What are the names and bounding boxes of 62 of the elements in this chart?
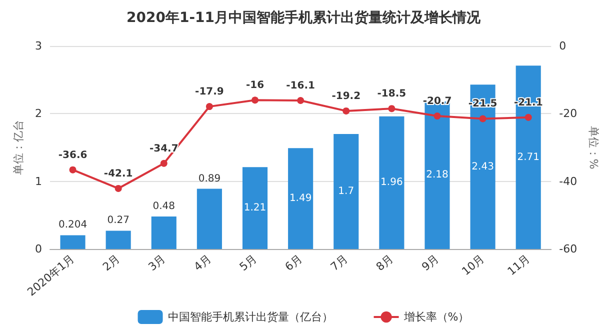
data-label: 1.49 xyxy=(289,193,312,204)
y-tick-label: 0 xyxy=(35,242,42,256)
x-tick-label: 6月 xyxy=(282,252,305,274)
y-axis-title: 单位：亿台 xyxy=(12,120,26,175)
legend-label: 增长率（%） xyxy=(402,310,470,324)
point xyxy=(160,160,168,167)
x-tick-label: 4月 xyxy=(191,252,214,274)
data-label: 1.7 xyxy=(338,186,354,197)
data-label: -19.2 xyxy=(332,90,361,102)
data-label: 0.48 xyxy=(152,201,176,212)
y2-tick-label: 0 xyxy=(559,40,566,52)
data-label: -42.1 xyxy=(104,168,133,180)
data-label: 2.18 xyxy=(426,170,448,181)
bar xyxy=(379,116,404,249)
y2-tick-label: -20 xyxy=(559,107,578,120)
data-label: 2.43 xyxy=(472,161,494,172)
x-tick-label: 11月 xyxy=(505,252,533,278)
x-tick-label: 8月 xyxy=(374,252,396,274)
data-label: 2.71 xyxy=(517,152,540,163)
y-tick-label: 2 xyxy=(35,107,42,120)
data-label: 0.204 xyxy=(58,220,88,231)
bar xyxy=(151,216,176,249)
point xyxy=(342,107,350,114)
x-tick-label: 5月 xyxy=(237,252,260,274)
point xyxy=(252,96,259,104)
point xyxy=(114,184,122,192)
point xyxy=(206,103,213,110)
y-tick-label: 1 xyxy=(35,174,42,188)
data-label: -17.9 xyxy=(195,86,224,98)
data-label: -36.6 xyxy=(58,150,88,161)
bar xyxy=(334,134,359,249)
y-tick-label: 3 xyxy=(35,40,42,52)
data-label: -16 xyxy=(246,80,264,92)
bar xyxy=(516,66,541,249)
x-tick-label: 9月 xyxy=(419,252,442,274)
legend-label: 中国智能手机累计出货量（亿台） xyxy=(168,310,333,324)
point xyxy=(69,166,76,174)
point xyxy=(297,96,304,104)
x-tick-label: 10月 xyxy=(459,252,487,278)
chart-title: 2020年1-11月中国智能手机累计出货量统计及增长情况 xyxy=(126,9,482,26)
point xyxy=(524,114,532,121)
bar xyxy=(470,84,496,249)
data-label: 1.21 xyxy=(244,202,266,214)
y2-tick-label: -40 xyxy=(559,174,578,188)
bar xyxy=(288,148,314,249)
point xyxy=(434,112,441,120)
x-tick-label: 7月 xyxy=(328,252,350,274)
x-tick-label: 3月 xyxy=(146,252,168,274)
bar xyxy=(106,230,131,249)
bar xyxy=(196,188,222,249)
data-label: -18.5 xyxy=(377,88,406,100)
y2-tick-label: -60 xyxy=(559,242,578,256)
data-label: -16.1 xyxy=(286,80,316,92)
data-label: 1.96 xyxy=(380,177,403,188)
point xyxy=(479,115,486,122)
bar xyxy=(60,235,86,249)
x-tick-label: 2月 xyxy=(100,252,123,274)
y2-axis-title: 单位：% xyxy=(587,126,600,170)
data-label: 0.89 xyxy=(198,173,221,184)
point xyxy=(388,105,396,112)
bar xyxy=(242,167,268,249)
data-label: 0.27 xyxy=(107,215,130,226)
